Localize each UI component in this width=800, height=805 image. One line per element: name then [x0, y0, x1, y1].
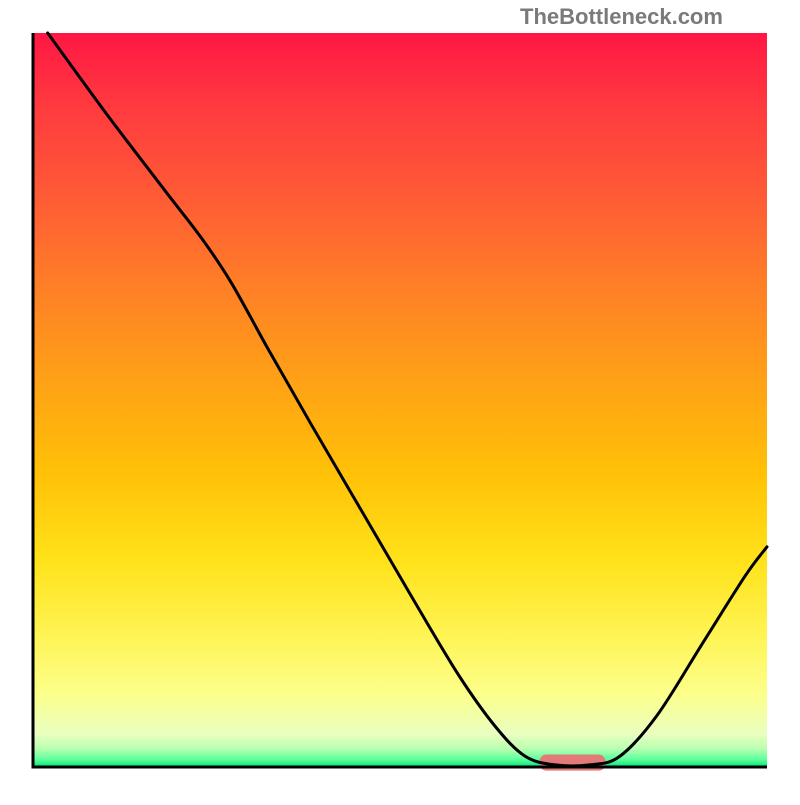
watermark-text: TheBottleneck.com [520, 4, 723, 30]
plot-background [33, 33, 767, 767]
chart-svg [0, 0, 800, 800]
bottleneck-chart [0, 0, 800, 800]
